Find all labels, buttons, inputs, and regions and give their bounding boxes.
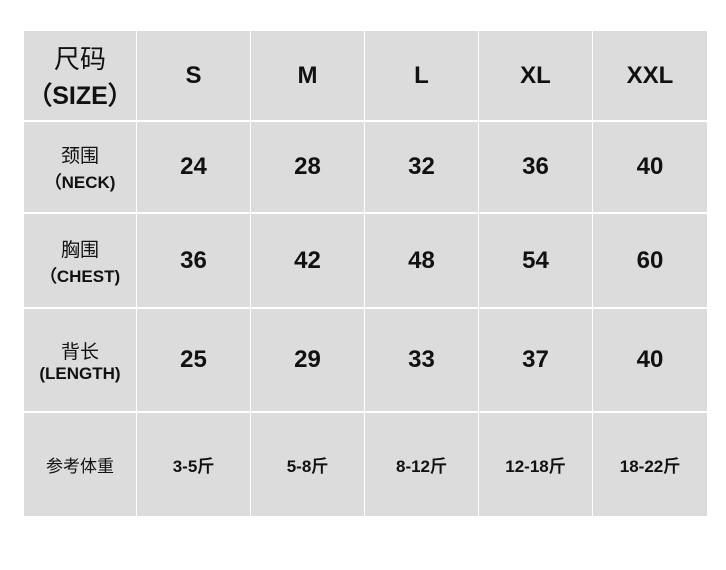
- table-cell: 48: [365, 214, 478, 307]
- size-header: L: [365, 31, 478, 120]
- size-header: XL: [479, 31, 592, 120]
- table-cell: 3-5斤: [137, 413, 250, 516]
- row-label-cn: 参考体重: [46, 457, 114, 477]
- size-header: M: [251, 31, 364, 120]
- table-cell: 8-12斤: [365, 413, 478, 516]
- table-cell: 36: [479, 122, 592, 212]
- row-label-en: （CHEST): [39, 266, 121, 286]
- row-label-en: (LENGTH): [39, 363, 121, 383]
- table-cell: 40: [593, 309, 707, 411]
- size-header: S: [137, 31, 250, 120]
- header-label-en: （SIZE）: [27, 82, 133, 110]
- row-label-neck: 颈围 （NECK): [24, 122, 136, 212]
- header-label-cn: 尺码: [53, 45, 106, 75]
- table-cell: 60: [593, 214, 707, 307]
- size-header: XXL: [593, 31, 707, 120]
- table-cell: 40: [593, 122, 707, 212]
- row-label-en: （NECK): [44, 173, 116, 192]
- row-label-cn: 胸围: [60, 238, 99, 261]
- row-label-cn: 颈围: [60, 145, 99, 167]
- table-cell: 42: [251, 214, 364, 307]
- row-label-weight: 参考体重: [24, 413, 136, 516]
- table-cell: 25: [137, 309, 250, 411]
- table-cell: 18-22斤: [593, 413, 707, 516]
- header-label-cell: 尺码 （SIZE）: [24, 31, 136, 120]
- row-label-length: 背长 (LENGTH): [24, 309, 136, 411]
- table-cell: 5-8斤: [251, 413, 364, 516]
- table-cell: 36: [137, 214, 250, 307]
- table-cell: 33: [365, 309, 478, 411]
- size-chart-table: 尺码 （SIZE） S M L XL XXL 颈围 （NECK) 24 28 3…: [24, 31, 707, 516]
- row-label-cn: 背长: [60, 340, 99, 363]
- table-cell: 12-18斤: [479, 413, 592, 516]
- row-label-chest: 胸围 （CHEST): [24, 214, 136, 307]
- table-cell: 29: [251, 309, 364, 411]
- table-cell: 54: [479, 214, 592, 307]
- table-cell: 28: [251, 122, 364, 212]
- table-cell: 32: [365, 122, 478, 212]
- table-cell: 37: [479, 309, 592, 411]
- table-cell: 24: [137, 122, 250, 212]
